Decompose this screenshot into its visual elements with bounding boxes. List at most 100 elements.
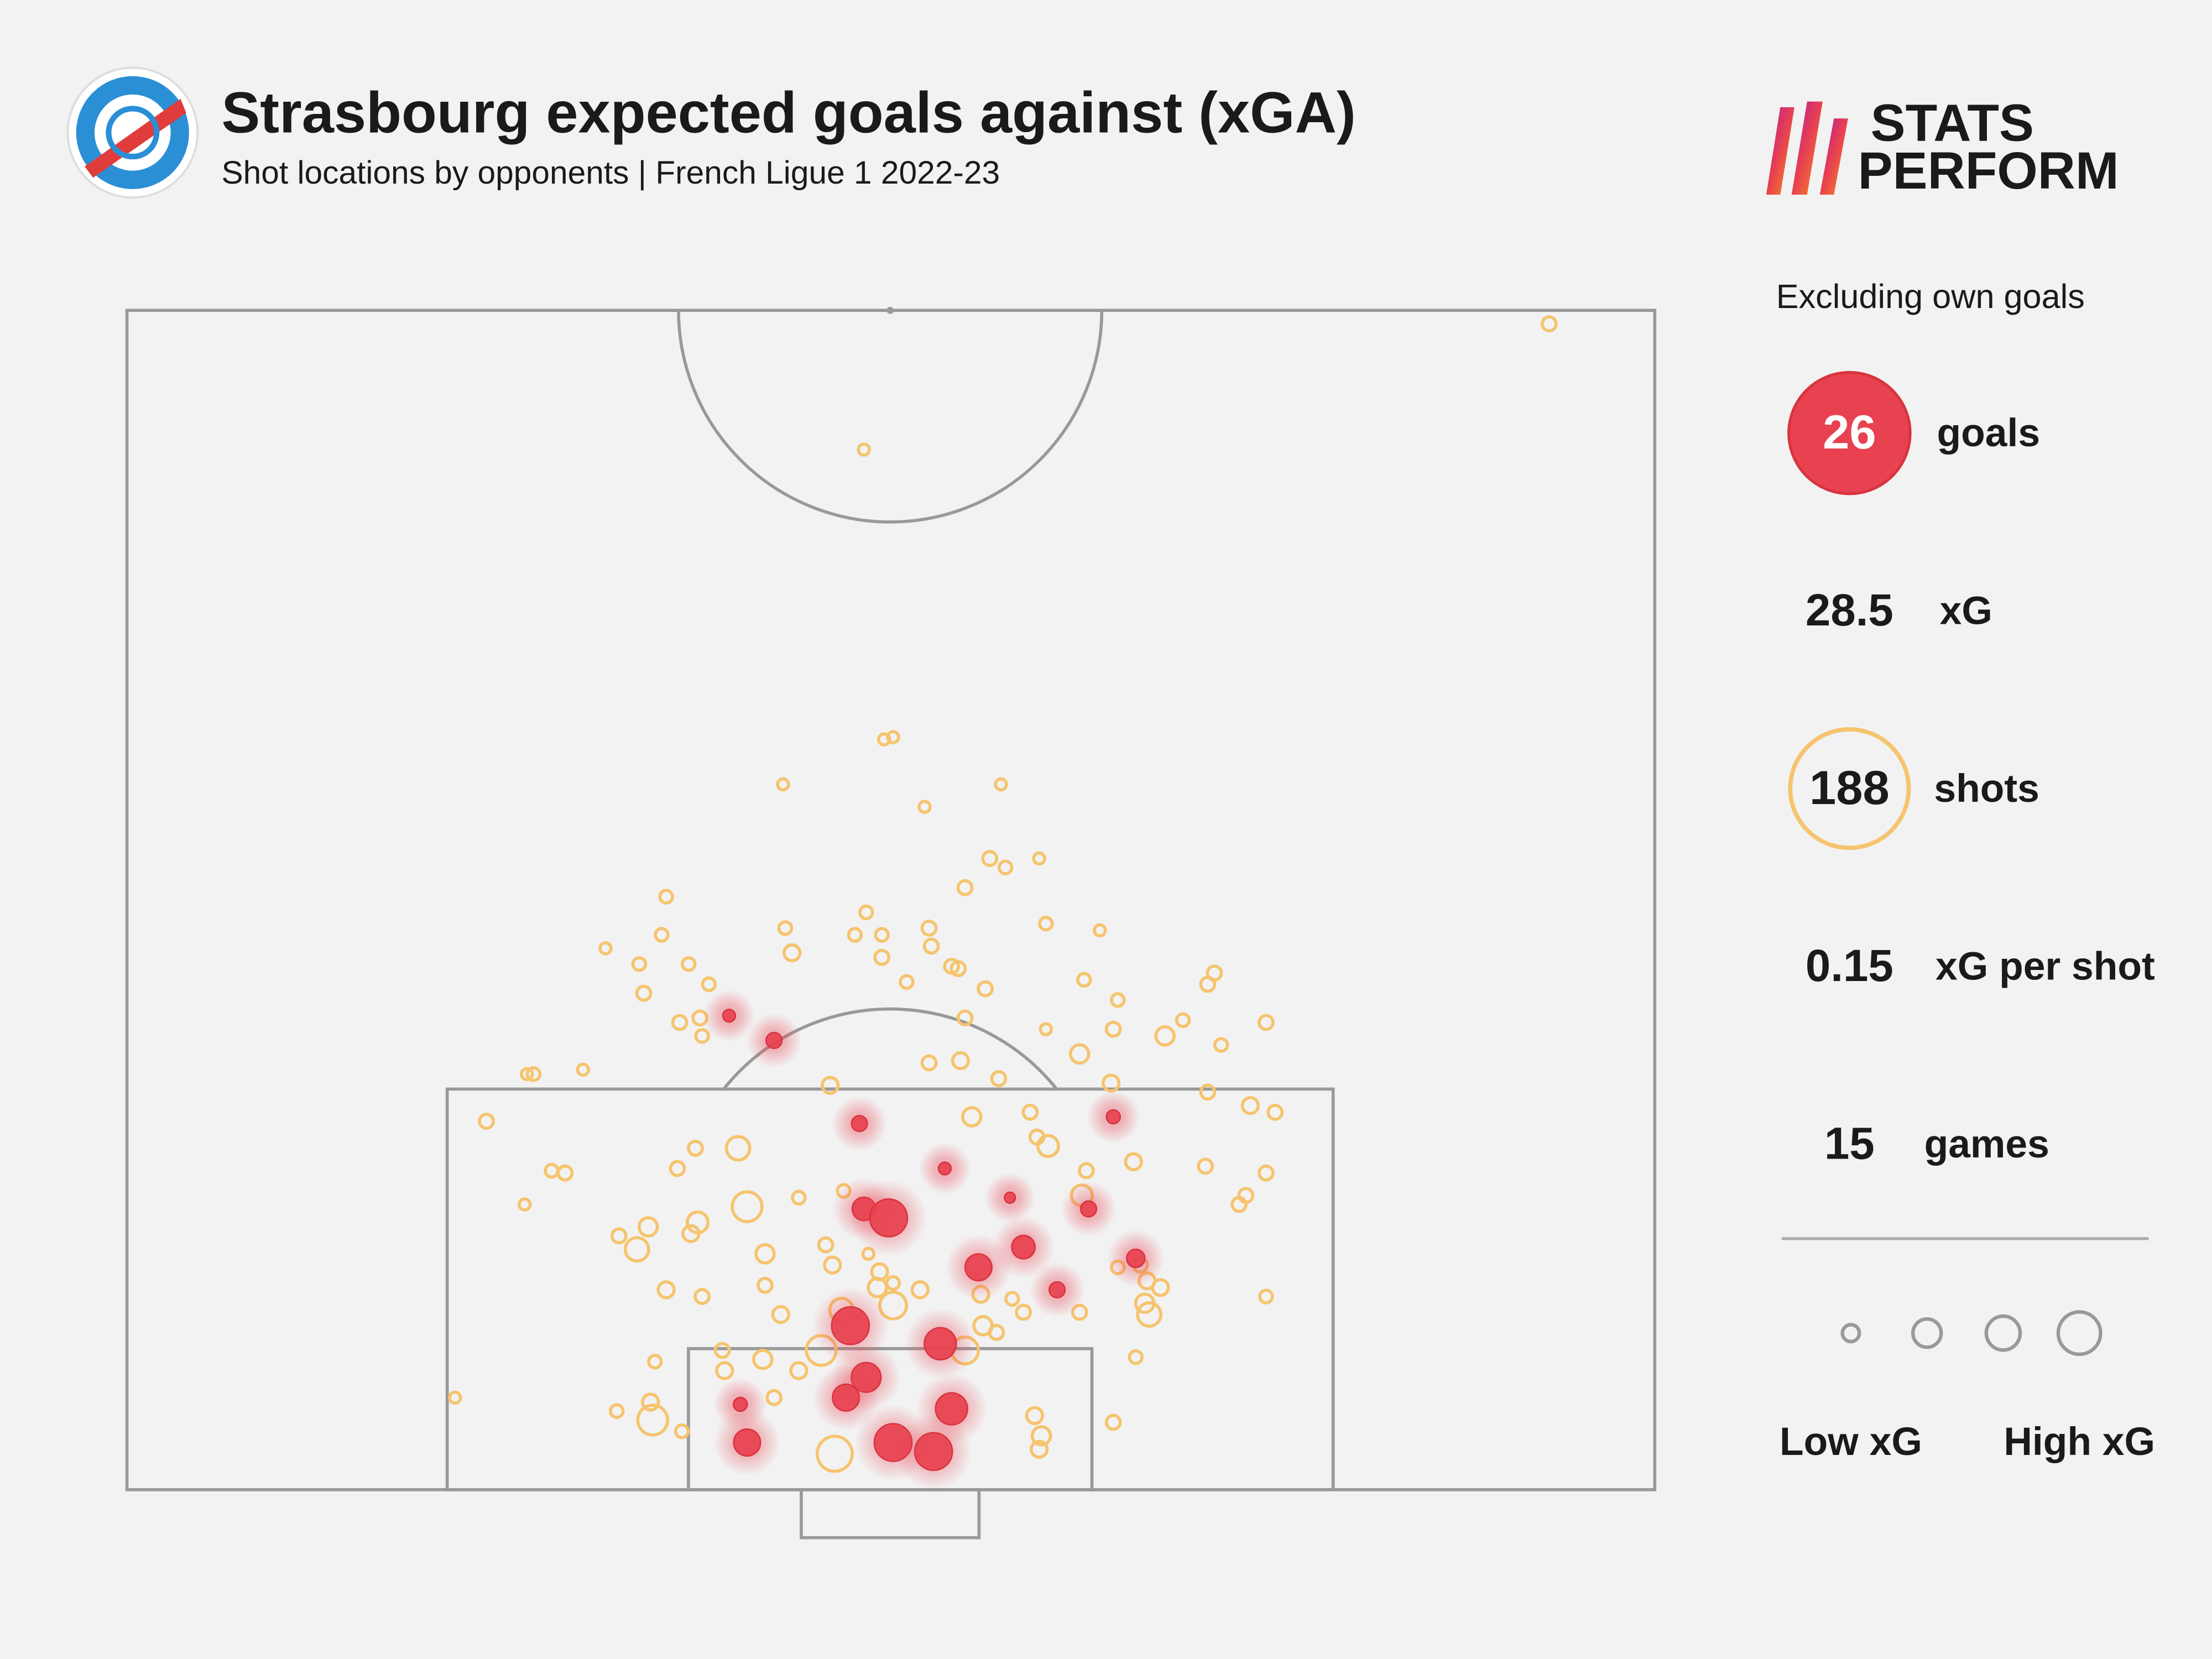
shot-marker	[1029, 1439, 1049, 1459]
shot-marker	[687, 1140, 704, 1157]
shot-marker	[752, 1348, 774, 1370]
shot-marker	[713, 1342, 731, 1359]
shot-marker	[1240, 1096, 1260, 1115]
shot-marker	[671, 1014, 688, 1031]
shot-marker	[1199, 1083, 1217, 1101]
shot-marker	[1036, 1134, 1060, 1158]
club-badge	[66, 66, 199, 199]
shot-marker	[654, 927, 670, 943]
shot-marker	[636, 1404, 670, 1437]
goal-marker	[1004, 1191, 1016, 1204]
shot-marker	[1032, 851, 1046, 866]
shot-marker	[917, 800, 932, 814]
shot-marker	[1154, 1025, 1176, 1047]
shot-marker	[1039, 1022, 1053, 1036]
shot-marker	[857, 442, 871, 457]
shot-marker	[910, 1280, 930, 1300]
goal-marker	[1105, 1109, 1121, 1125]
shot-marker	[635, 984, 653, 1002]
shot-marker	[520, 1067, 534, 1082]
shot-marker	[674, 1423, 690, 1439]
goal-marker	[832, 1383, 860, 1412]
shot-marker	[715, 1361, 734, 1380]
shot-marker	[885, 1275, 901, 1291]
goal-marker	[851, 1115, 868, 1133]
shot-marker	[789, 1361, 808, 1380]
shot-marker	[1258, 1288, 1274, 1305]
shot-marker	[951, 1051, 971, 1071]
note: Excluding own goals	[1776, 278, 2085, 315]
shot-marker	[777, 920, 794, 936]
stat-value: 15	[1824, 1119, 1875, 1169]
stat-label: games	[1924, 1122, 2049, 1166]
shot-marker	[669, 1160, 686, 1177]
goal-marker	[914, 1432, 953, 1472]
centre-spot	[886, 306, 894, 314]
goal	[800, 1488, 981, 1540]
stat-value: 0.15	[1806, 941, 1893, 991]
size-legend-circle	[2056, 1310, 2103, 1357]
goal-marker	[1079, 1200, 1098, 1218]
shot-marker	[1197, 1157, 1214, 1175]
shot-marker	[1015, 1303, 1032, 1321]
shot-marker	[771, 1305, 791, 1324]
size-legend-circle	[1840, 1323, 1861, 1344]
shot-marker	[1110, 992, 1126, 1008]
shot-marker	[576, 1062, 591, 1077]
shot-marker	[1004, 1291, 1020, 1307]
shot-marker	[977, 980, 994, 998]
shot-marker	[815, 1434, 854, 1473]
shot-marker	[658, 889, 674, 905]
shot-marker	[920, 1054, 938, 1072]
size-legend-circle	[1984, 1314, 2022, 1352]
goal-marker	[1048, 1281, 1066, 1298]
brand-text: PERFORM	[1858, 142, 2119, 200]
shot-marker	[686, 1210, 710, 1235]
shot-marker	[1021, 1104, 1039, 1121]
shot-marker	[1093, 923, 1107, 938]
shot-marker	[517, 1197, 532, 1212]
shot-marker	[997, 859, 1014, 875]
shot-marker	[1175, 1012, 1191, 1029]
shot-marker	[525, 1066, 542, 1082]
shot-marker	[1038, 915, 1054, 932]
shot-marker	[765, 1389, 783, 1406]
shot-marker	[782, 943, 802, 963]
shot-marker	[478, 1113, 495, 1130]
shot-marker	[610, 1227, 628, 1245]
size-legend-circle	[1911, 1317, 1943, 1349]
shot-marker	[701, 976, 717, 993]
goal-marker	[869, 1198, 909, 1238]
goals-badge	[1787, 371, 1912, 495]
stat-label: xG	[1940, 589, 1992, 633]
stat-label: xG per shot	[1936, 944, 2155, 988]
chart-title: Strasbourg expected goals against (xGA)	[222, 80, 1356, 145]
shot-marker	[776, 777, 790, 792]
goals-total: 26	[1823, 405, 1876, 459]
shot-marker	[1025, 1406, 1045, 1425]
brand-text: STATS	[1871, 95, 2034, 153]
shots-total: 188	[1809, 761, 1890, 815]
goal-marker	[924, 1327, 957, 1361]
shot-marker	[886, 730, 900, 744]
shot-marker	[994, 777, 1008, 792]
shot-marker	[867, 1276, 888, 1298]
shot-marker	[1258, 1014, 1275, 1031]
shot-marker	[847, 927, 863, 943]
size-legend-low: Low xG	[1780, 1420, 1922, 1464]
chart-subtitle: Shot locations by opponents | French Lig…	[222, 155, 1000, 191]
shot-marker	[598, 941, 613, 956]
shot-marker	[647, 1354, 663, 1370]
shot-marker	[609, 1403, 625, 1419]
goal-marker	[733, 1428, 761, 1457]
shot-marker	[988, 1324, 1005, 1341]
size-legend	[1840, 1310, 2103, 1357]
shot-marker	[544, 1162, 560, 1179]
shot-marker	[950, 960, 967, 977]
shot-marker	[899, 974, 915, 990]
shot-marker	[1213, 1037, 1229, 1053]
shot-marker	[1078, 1162, 1095, 1180]
shot-marker	[693, 1288, 711, 1305]
shot-marker	[631, 956, 648, 972]
